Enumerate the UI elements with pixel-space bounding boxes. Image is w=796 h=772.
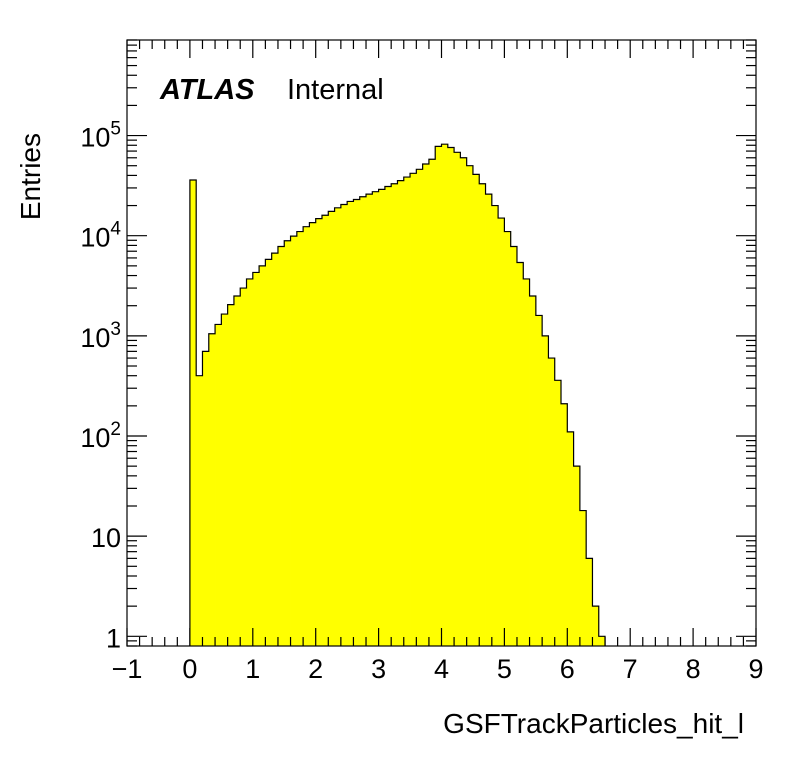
histogram-bar <box>340 204 348 646</box>
histogram-bar <box>504 231 512 646</box>
x-tick-label: 3 <box>371 654 386 684</box>
x-tick-label: −1 <box>112 654 143 684</box>
y-tick-label: 104 <box>80 219 121 253</box>
histogram-bar <box>548 358 556 646</box>
histogram-bar <box>328 211 335 646</box>
x-tick-label: 6 <box>560 654 575 684</box>
x-tick-label: 0 <box>182 654 197 684</box>
histogram-bar <box>290 236 298 646</box>
y-tick-label: 1 <box>106 623 121 653</box>
x-tick-labels: −1 0 1 2 3 4 5 6 7 8 9 <box>112 654 764 684</box>
histogram-bar <box>252 272 260 646</box>
y-axis-label: Entries <box>15 133 46 220</box>
histogram-bar <box>384 186 392 647</box>
histogram-bar <box>277 246 285 646</box>
histogram-bar <box>196 375 203 646</box>
histogram-bar <box>246 278 254 646</box>
histogram-bar <box>516 262 524 646</box>
histogram-bar <box>510 246 518 646</box>
histogram-bars <box>189 144 606 647</box>
histogram-bar <box>315 218 323 646</box>
x-tick-label: 9 <box>748 654 763 684</box>
histogram-bar <box>303 226 310 646</box>
histogram-bar <box>573 466 581 646</box>
y-tick-labels: 1 10 102 103 104 105 <box>80 119 121 654</box>
y-tick-label: 10 <box>91 523 121 553</box>
histogram-bar <box>233 296 241 646</box>
histogram-bar <box>491 205 499 646</box>
histogram-bar <box>422 164 430 647</box>
histogram-bar <box>592 606 600 646</box>
histogram-bar <box>485 194 493 646</box>
x-tick-label: 2 <box>308 654 323 684</box>
histogram-bar <box>428 159 436 647</box>
histogram-bar <box>460 157 468 647</box>
histogram-bar <box>334 207 342 646</box>
x-tick-label: 7 <box>623 654 638 684</box>
histogram-bar <box>215 324 222 646</box>
histogram-bar <box>472 174 480 647</box>
histogram-bar <box>523 278 530 646</box>
histogram-outline <box>189 143 606 646</box>
histogram-bar <box>447 147 455 647</box>
histogram-bar <box>529 296 537 646</box>
histogram-bar <box>208 333 216 646</box>
histogram-bar <box>227 304 235 646</box>
histogram-bar <box>189 179 197 646</box>
x-axis-label: GSFTrackParticles_hit_l <box>443 708 744 739</box>
histogram-bar <box>296 231 304 646</box>
x-tick-label: 8 <box>686 654 701 684</box>
histogram-bar <box>359 196 367 646</box>
histogram-bar <box>554 380 562 646</box>
histogram-bar <box>321 215 329 647</box>
histogram-bar <box>372 191 379 647</box>
histogram-bar <box>567 431 574 646</box>
histogram-bar <box>403 177 411 646</box>
x-tick-label: 5 <box>497 654 512 684</box>
histogram-bar <box>265 259 273 646</box>
histogram-bar <box>366 194 373 646</box>
histogram-bar <box>435 146 442 646</box>
y-tick-label: 103 <box>80 319 121 353</box>
atlas-label: ATLAS <box>159 74 255 106</box>
histogram-bar <box>410 173 417 646</box>
x-tick-label: 1 <box>245 654 260 684</box>
histogram-bar <box>454 152 461 646</box>
y-tick-label: 105 <box>80 119 121 153</box>
histogram-bar <box>347 201 354 646</box>
histogram-bar <box>579 510 587 646</box>
histogram-bar <box>378 189 386 646</box>
histogram-bar <box>479 183 486 646</box>
histogram-bar <box>259 265 266 646</box>
histogram-bar <box>542 335 549 646</box>
histogram-bar <box>221 314 229 646</box>
histogram-bar <box>535 315 543 646</box>
internal-label: Internal <box>287 74 384 106</box>
y-tick-label: 102 <box>80 419 121 453</box>
x-tick-label: 4 <box>434 654 449 684</box>
histogram-bar <box>240 288 247 646</box>
histogram-bar <box>416 169 424 647</box>
histogram-bar <box>561 403 568 646</box>
histogram-bar <box>271 253 279 646</box>
histogram-bar <box>353 199 361 646</box>
histogram-bar <box>397 180 405 647</box>
histogram-bar <box>598 636 606 646</box>
histogram-bar <box>586 558 593 646</box>
histogram-bar <box>202 351 210 646</box>
histogram-bar <box>498 218 505 646</box>
histogram-bar <box>441 144 449 646</box>
histogram-bar <box>284 240 291 646</box>
histogram-bar <box>391 183 398 646</box>
axis-ticks <box>126 39 757 647</box>
histogram-bar <box>309 222 317 647</box>
histogram-bar <box>466 165 474 646</box>
